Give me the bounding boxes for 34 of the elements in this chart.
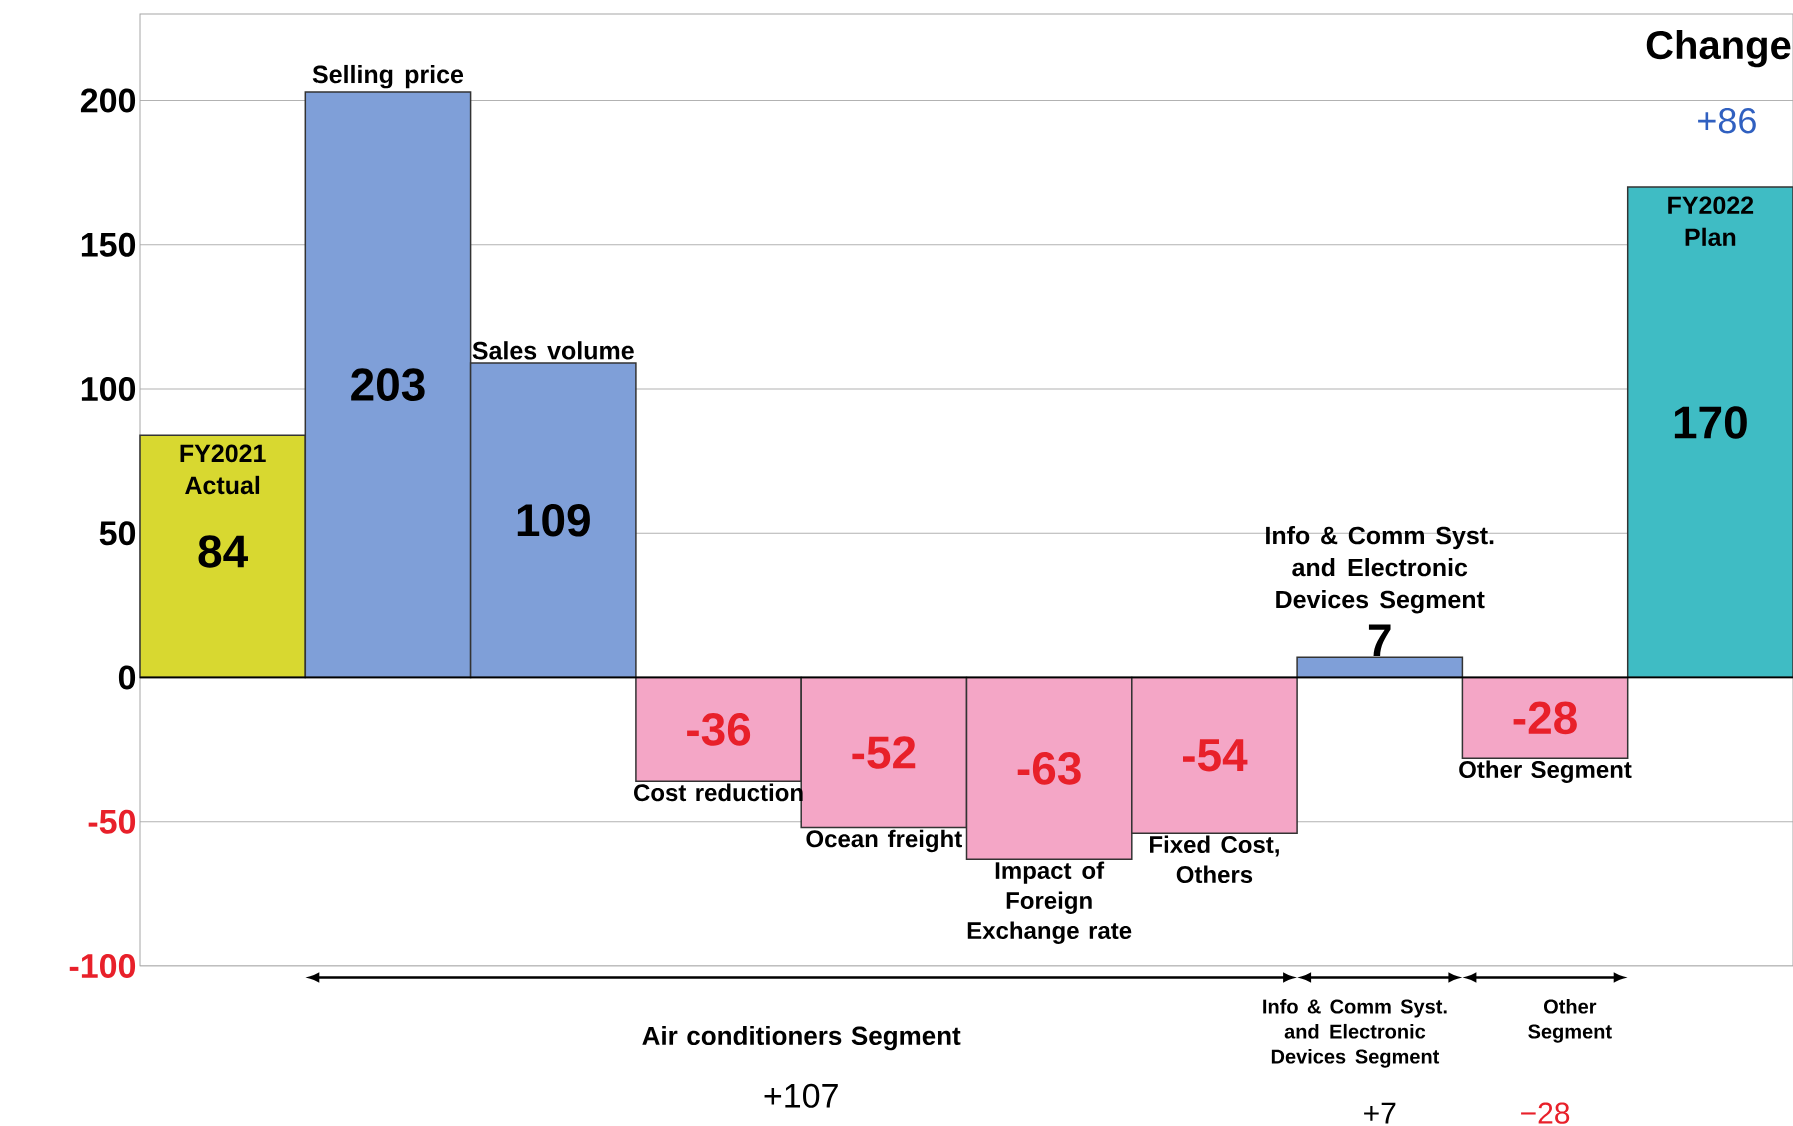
data-label: 170 xyxy=(1674,406,1747,439)
text: Air conditioners Segment xyxy=(642,1025,961,1051)
x-tick-label: Fixed Cost, Others xyxy=(1150,835,1279,884)
data-label: 7 xyxy=(1368,624,1391,657)
x-tick-label: Ocean freight xyxy=(806,829,962,853)
y-tick-label: -100 xyxy=(69,953,136,979)
data-label: -36 xyxy=(687,713,751,746)
y-tick-label: 50 xyxy=(99,521,136,546)
text: +7 xyxy=(1364,1102,1396,1124)
data-label: 84 xyxy=(198,535,248,568)
y-tick-label: 150 xyxy=(81,232,136,257)
annotation: Change xyxy=(1646,29,1791,68)
x-tick-label: Sales volume xyxy=(472,341,634,360)
y-tick-label: -50 xyxy=(88,809,136,834)
text: Info & Comm Syst. and Electronic Devices Segment xyxy=(1263,998,1447,1068)
data-label: 203 xyxy=(351,368,425,402)
data-label: -63 xyxy=(1017,752,1081,785)
y-tick-label: 0 xyxy=(118,665,136,690)
y-tick-label: 200 xyxy=(80,88,136,113)
x-tick-label: Impact of Foreign Exchange rate xyxy=(967,861,1132,944)
data-label: -54 xyxy=(1183,739,1248,772)
text: −28 xyxy=(1521,1102,1570,1124)
x-tick-label: Selling price xyxy=(312,64,464,89)
x-tick-label: FY2022 Plan xyxy=(1668,196,1754,247)
bar xyxy=(1461,676,1629,760)
data-label: 109 xyxy=(517,503,590,537)
y-tick-label: 100 xyxy=(81,376,136,402)
text: Other Segment xyxy=(1528,998,1612,1043)
text: +107 xyxy=(764,1083,838,1108)
data-label: -52 xyxy=(852,736,916,769)
x-tick-label: FY2021 Actual xyxy=(180,444,266,495)
annotation: +86 xyxy=(1698,107,1756,134)
data-label: -28 xyxy=(1513,701,1577,735)
bar xyxy=(1296,656,1464,679)
